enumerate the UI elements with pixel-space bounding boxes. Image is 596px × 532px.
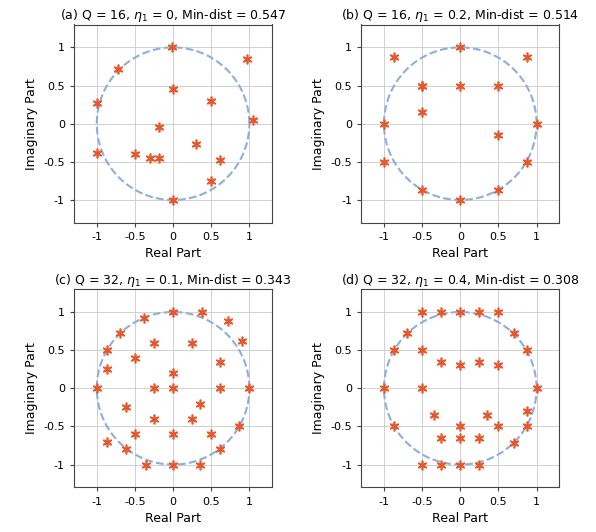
Title: (c) Q = 32, $\eta_1$ = 0.1, Min-dist = 0.343: (c) Q = 32, $\eta_1$ = 0.1, Min-dist = 0… bbox=[54, 271, 292, 288]
X-axis label: Real Part: Real Part bbox=[432, 512, 488, 525]
Y-axis label: Imaginary Part: Imaginary Part bbox=[312, 343, 325, 434]
Y-axis label: Imaginary Part: Imaginary Part bbox=[24, 343, 38, 434]
X-axis label: Real Part: Real Part bbox=[145, 512, 201, 525]
Y-axis label: Imaginary Part: Imaginary Part bbox=[24, 78, 38, 170]
X-axis label: Real Part: Real Part bbox=[432, 247, 488, 261]
Title: (b) Q = 16, $\eta_1$ = 0.2, Min-dist = 0.514: (b) Q = 16, $\eta_1$ = 0.2, Min-dist = 0… bbox=[341, 7, 579, 24]
Y-axis label: Imaginary Part: Imaginary Part bbox=[312, 78, 325, 170]
Title: (d) Q = 32, $\eta_1$ = 0.4, Min-dist = 0.308: (d) Q = 32, $\eta_1$ = 0.4, Min-dist = 0… bbox=[341, 271, 580, 288]
Title: (a) Q = 16, $\eta_1$ = 0, Min-dist = 0.547: (a) Q = 16, $\eta_1$ = 0, Min-dist = 0.5… bbox=[60, 7, 286, 24]
X-axis label: Real Part: Real Part bbox=[145, 247, 201, 261]
